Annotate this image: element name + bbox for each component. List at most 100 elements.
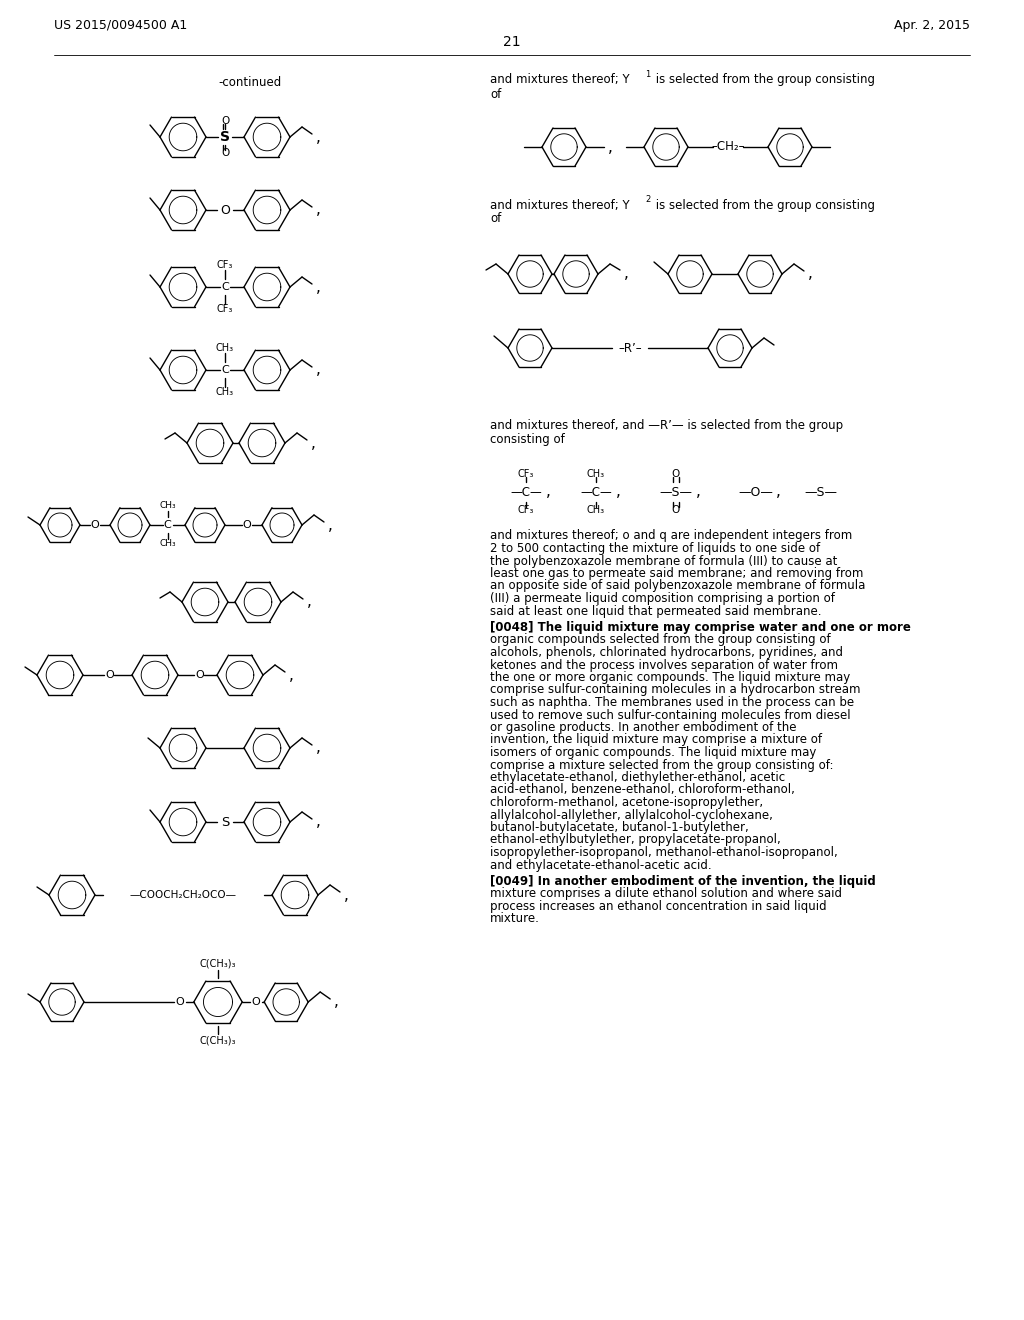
Text: ,: , [334,994,339,1010]
Text: C: C [164,520,171,531]
Text: isomers of organic compounds. The liquid mixture may: isomers of organic compounds. The liquid… [490,746,816,759]
Text: CH₃: CH₃ [587,506,605,515]
Text: ,: , [307,594,312,610]
Text: butanol-butylacetate, butanol-1-butylether,: butanol-butylacetate, butanol-1-butyleth… [490,821,749,834]
Text: —S—: —S— [659,486,692,499]
Text: S: S [221,816,229,829]
Text: O: O [221,116,229,125]
Text: and mixtures thereof; Y: and mixtures thereof; Y [490,198,630,211]
Text: 2: 2 [645,195,650,205]
Text: consisting of: consisting of [490,433,565,446]
Text: C(CH₃)₃: C(CH₃)₃ [200,1035,237,1045]
Text: [0048] The liquid mixture may comprise water and one or more: [0048] The liquid mixture may comprise w… [490,620,911,634]
Text: is selected from the group consisting: is selected from the group consisting [652,74,874,87]
Text: O: O [221,148,229,158]
Text: O: O [91,520,99,531]
Text: 1: 1 [645,70,650,79]
Text: ,: , [311,436,315,450]
Text: alcohols, phenols, chlorinated hydrocarbons, pyridines, and: alcohols, phenols, chlorinated hydrocarb… [490,645,843,659]
Text: process increases an ethanol concentration in said liquid: process increases an ethanol concentrati… [490,900,826,913]
Text: CH₃: CH₃ [587,469,605,479]
Text: CF₃: CF₃ [217,304,233,314]
Text: (III) a permeate liquid composition comprising a portion of: (III) a permeate liquid composition comp… [490,591,835,605]
Text: such as naphtha. The membranes used in the process can be: such as naphtha. The membranes used in t… [490,696,854,709]
Text: and mixtures thereof; o and q are independent integers from: and mixtures thereof; o and q are indepe… [490,529,852,543]
Text: CH₃: CH₃ [159,540,176,549]
Text: CF₃: CF₃ [518,506,535,515]
Text: —C—: —C— [581,486,612,499]
Text: ,: , [808,267,813,281]
Text: said at least one liquid that permeated said membrane.: said at least one liquid that permeated … [490,605,821,618]
Text: S: S [220,129,230,144]
Text: and mixtures thereof; Y: and mixtures thereof; Y [490,74,630,87]
Text: the polybenzoxazole membrane of formula (III) to cause at: the polybenzoxazole membrane of formula … [490,554,838,568]
Text: ,: , [316,280,321,294]
Text: and mixtures thereof, and —R’— is selected from the group: and mixtures thereof, and —R’— is select… [490,418,843,432]
Text: invention, the liquid mixture may comprise a mixture of: invention, the liquid mixture may compri… [490,734,822,747]
Text: ,: , [316,129,321,144]
Text: ,: , [624,267,629,281]
Text: or gasoline products. In another embodiment of the: or gasoline products. In another embodim… [490,721,797,734]
Text: O: O [672,469,680,479]
Text: ethanol-ethylbutylether, propylacetate-propanol,: ethanol-ethylbutylether, propylacetate-p… [490,833,780,846]
Text: the one or more organic compounds. The liquid mixture may: the one or more organic compounds. The l… [490,671,850,684]
Text: US 2015/0094500 A1: US 2015/0094500 A1 [54,18,187,32]
Text: 21: 21 [503,36,521,49]
Text: CH₃: CH₃ [159,502,176,511]
Text: least one gas to permeate said membrane; and removing from: least one gas to permeate said membrane;… [490,568,863,579]
Text: CF₃: CF₃ [217,260,233,271]
Text: O: O [252,997,260,1007]
Text: ,: , [776,484,781,499]
Text: ,: , [316,814,321,829]
Text: —O—: —O— [738,486,773,499]
Text: –CH₂–: –CH₂– [712,140,744,153]
Text: organic compounds selected from the group consisting of: organic compounds selected from the grou… [490,634,830,647]
Text: mixture comprises a dilute ethanol solution and where said: mixture comprises a dilute ethanol solut… [490,887,842,900]
Text: ,: , [696,484,700,499]
Text: C: C [221,282,229,292]
Text: acid-ethanol, benzene-ethanol, chloroform-ethanol,: acid-ethanol, benzene-ethanol, chlorofor… [490,784,795,796]
Text: —S—: —S— [805,486,838,499]
Text: isopropylether-isopropanol, methanol-ethanol-isopropanol,: isopropylether-isopropanol, methanol-eth… [490,846,838,859]
Text: [0049] In another embodiment of the invention, the liquid: [0049] In another embodiment of the inve… [490,875,876,888]
Text: is selected from the group consisting: is selected from the group consisting [652,198,874,211]
Text: ,: , [546,484,551,499]
Text: CH₃: CH₃ [216,387,234,397]
Text: —COOCH₂CH₂OCO—: —COOCH₂CH₂OCO— [129,890,237,900]
Text: mixture.: mixture. [490,912,540,925]
Text: chloroform-methanol, acetone-isopropylether,: chloroform-methanol, acetone-isopropylet… [490,796,763,809]
Text: O: O [196,671,204,680]
Text: Apr. 2, 2015: Apr. 2, 2015 [894,18,970,32]
Text: ,: , [328,517,333,532]
Text: O: O [242,520,251,531]
Text: used to remove such sulfur-containing molecules from diesel: used to remove such sulfur-containing mo… [490,709,851,722]
Text: allylalcohol-allylether, allylalcohol-cyclohexane,: allylalcohol-allylether, allylalcohol-cy… [490,808,773,821]
Text: ,: , [616,484,621,499]
Text: an opposite side of said polybenzoxazole membrane of formula: an opposite side of said polybenzoxazole… [490,579,865,593]
Text: O: O [220,203,230,216]
Text: —C—: —C— [510,486,542,499]
Text: 2 to 500 contacting the mixture of liquids to one side of: 2 to 500 contacting the mixture of liqui… [490,543,820,554]
Text: -continued: -continued [218,77,282,90]
Text: comprise sulfur-containing molecules in a hydrocarbon stream: comprise sulfur-containing molecules in … [490,684,860,697]
Text: –R’–: –R’– [618,342,642,355]
Text: ,: , [316,363,321,378]
Text: ,: , [316,202,321,218]
Text: CH₃: CH₃ [216,343,234,352]
Text: comprise a mixture selected from the group consisting of:: comprise a mixture selected from the gro… [490,759,834,771]
Text: ethylacetate-ethanol, diethylether-ethanol, acetic: ethylacetate-ethanol, diethylether-ethan… [490,771,785,784]
Text: CF₃: CF₃ [518,469,535,479]
Text: of: of [490,213,502,226]
Text: ketones and the process involves separation of water from: ketones and the process involves separat… [490,659,838,672]
Text: ,: , [316,741,321,755]
Text: O: O [175,997,184,1007]
Text: of: of [490,87,502,100]
Text: O: O [672,506,680,515]
Text: ,: , [608,140,613,154]
Text: ,: , [289,668,294,682]
Text: C: C [221,366,229,375]
Text: ,: , [344,887,349,903]
Text: C(CH₃)₃: C(CH₃)₃ [200,958,237,969]
Text: and ethylacetate-ethanol-acetic acid.: and ethylacetate-ethanol-acetic acid. [490,858,712,871]
Text: O: O [105,671,114,680]
